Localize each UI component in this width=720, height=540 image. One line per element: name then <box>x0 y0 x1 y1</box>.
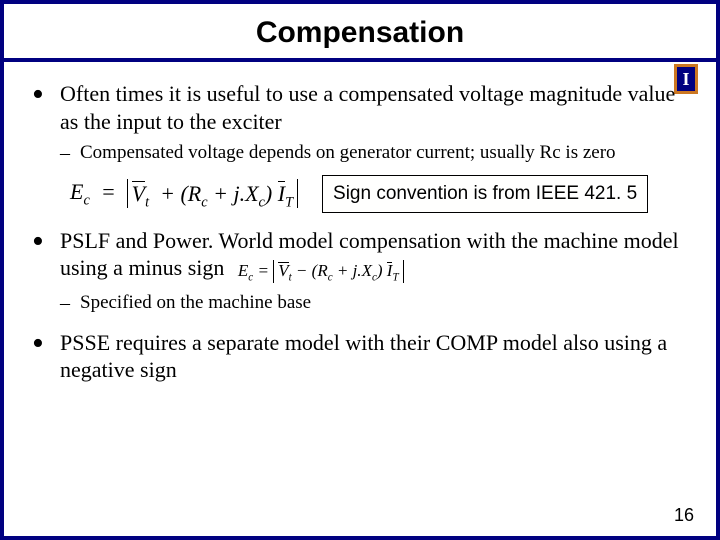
bullet-1-text: Often times it is useful to use a compen… <box>60 81 675 134</box>
bullet-2: PSLF and Power. World model compensation… <box>32 227 688 315</box>
bullet-1: Often times it is useful to use a compen… <box>32 80 688 213</box>
bullet-2-sub-1: Specified on the machine base <box>60 291 688 315</box>
bullet-3: PSSE requires a separate model with thei… <box>32 329 688 384</box>
page-number: 16 <box>674 505 694 526</box>
equation-row-1: Ec = Vt + (Rc + j.Xc) IT Sign convention… <box>70 175 688 213</box>
page-title: Compensation <box>4 16 716 50</box>
bullet-1-sub-1: Compensated voltage depends on generator… <box>60 141 688 165</box>
slide-body: Often times it is useful to use a compen… <box>4 62 716 384</box>
bullet-3-text: PSSE requires a separate model with thei… <box>60 330 667 383</box>
equation-1: Ec = Vt + (Rc + j.Xc) IT <box>70 178 298 210</box>
sign-convention-callout: Sign convention is from IEEE 421. 5 <box>322 175 648 213</box>
slide-header: Compensation <box>4 4 716 62</box>
equation-2: Ec = Vt − (Rc + j.Xc) IT <box>238 255 404 285</box>
